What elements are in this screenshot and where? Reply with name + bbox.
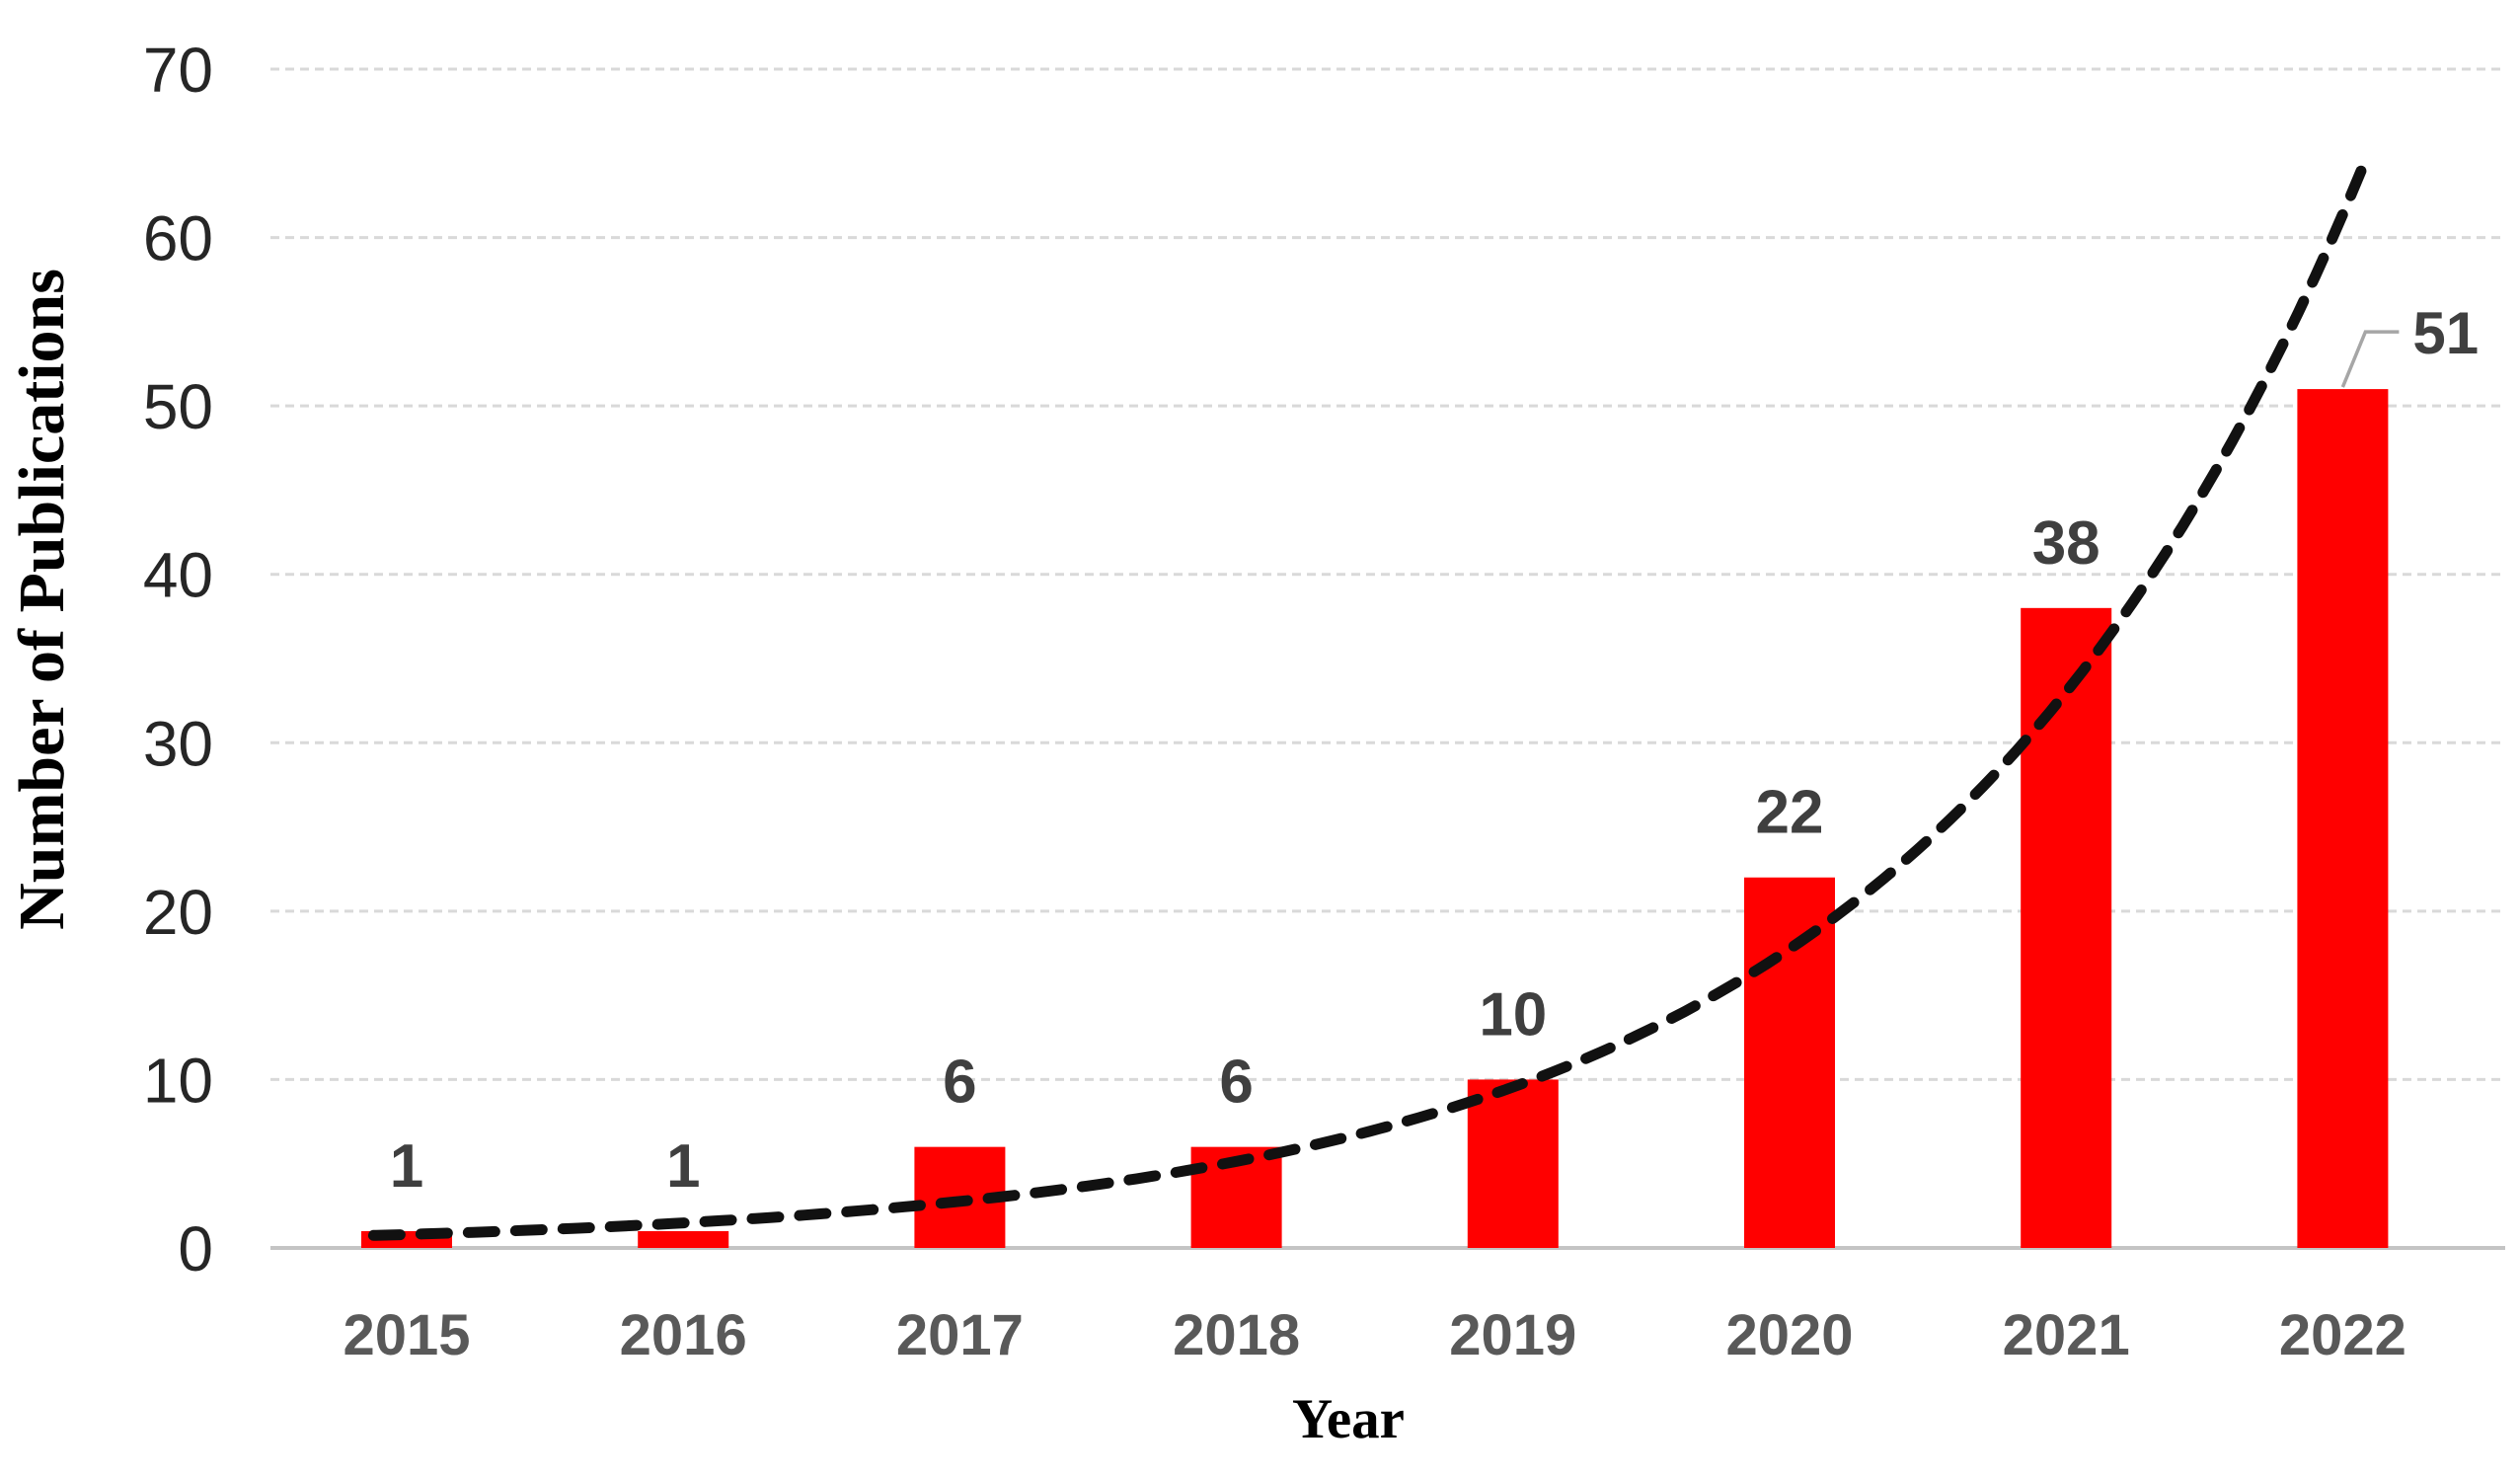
y-tick-label-40: 40: [143, 540, 213, 611]
data-label-2016: 1: [666, 1132, 700, 1201]
bar-2016: [638, 1230, 729, 1248]
x-tick-label-2017: 2017: [896, 1303, 1024, 1367]
x-tick-label-2021: 2021: [2003, 1303, 2130, 1367]
bars-layer: [361, 389, 2389, 1249]
x-tick-label-2016: 2016: [620, 1303, 747, 1367]
callout-layer: 51: [2340, 300, 2479, 388]
y-tick-label-50: 50: [143, 371, 213, 442]
x-axis-title: Year: [1292, 1388, 1405, 1450]
y-tick-label-70: 70: [143, 35, 213, 106]
data-label-2015: 1: [390, 1132, 423, 1201]
data-label-2021: 38: [2032, 509, 2100, 578]
callout-leader-line: [2340, 330, 2400, 388]
y-tick-label-10: 10: [143, 1045, 213, 1116]
bar-2021: [2021, 607, 2112, 1248]
x-tick-label-2018: 2018: [1173, 1303, 1300, 1367]
y-tick-label-30: 30: [143, 708, 213, 779]
data-label-2020: 22: [1756, 779, 1824, 847]
callout-value-label: 51: [2412, 300, 2479, 366]
x-tick-label-2022: 2022: [2279, 1303, 2406, 1367]
bar-2022: [2297, 389, 2389, 1249]
data-label-2017: 6: [943, 1049, 976, 1117]
exponential-trendline: [367, 156, 2371, 1241]
bar-2019: [1467, 1079, 1559, 1248]
labels-layer: 0 10 20 30 40 50 60 70 2015 1 2016 1 2017 6 2018 6 2019 1…: [143, 35, 2406, 1367]
trendline-layer: [367, 156, 2371, 1241]
y-tick-label-0: 0: [178, 1213, 213, 1284]
data-label-2018: 6: [1219, 1049, 1253, 1117]
data-label-2019: 10: [1479, 980, 1547, 1049]
bar-2020: [1744, 877, 1835, 1248]
x-tick-label-2019: 2019: [1449, 1303, 1576, 1367]
y-axis-title: Number of Publications: [6, 269, 78, 930]
x-tick-label-2020: 2020: [1725, 1303, 1853, 1367]
y-tick-label-20: 20: [143, 877, 213, 948]
y-tick-label-60: 60: [143, 203, 213, 274]
x-tick-label-2015: 2015: [343, 1303, 470, 1367]
gridlines-layer: [270, 67, 2505, 1250]
